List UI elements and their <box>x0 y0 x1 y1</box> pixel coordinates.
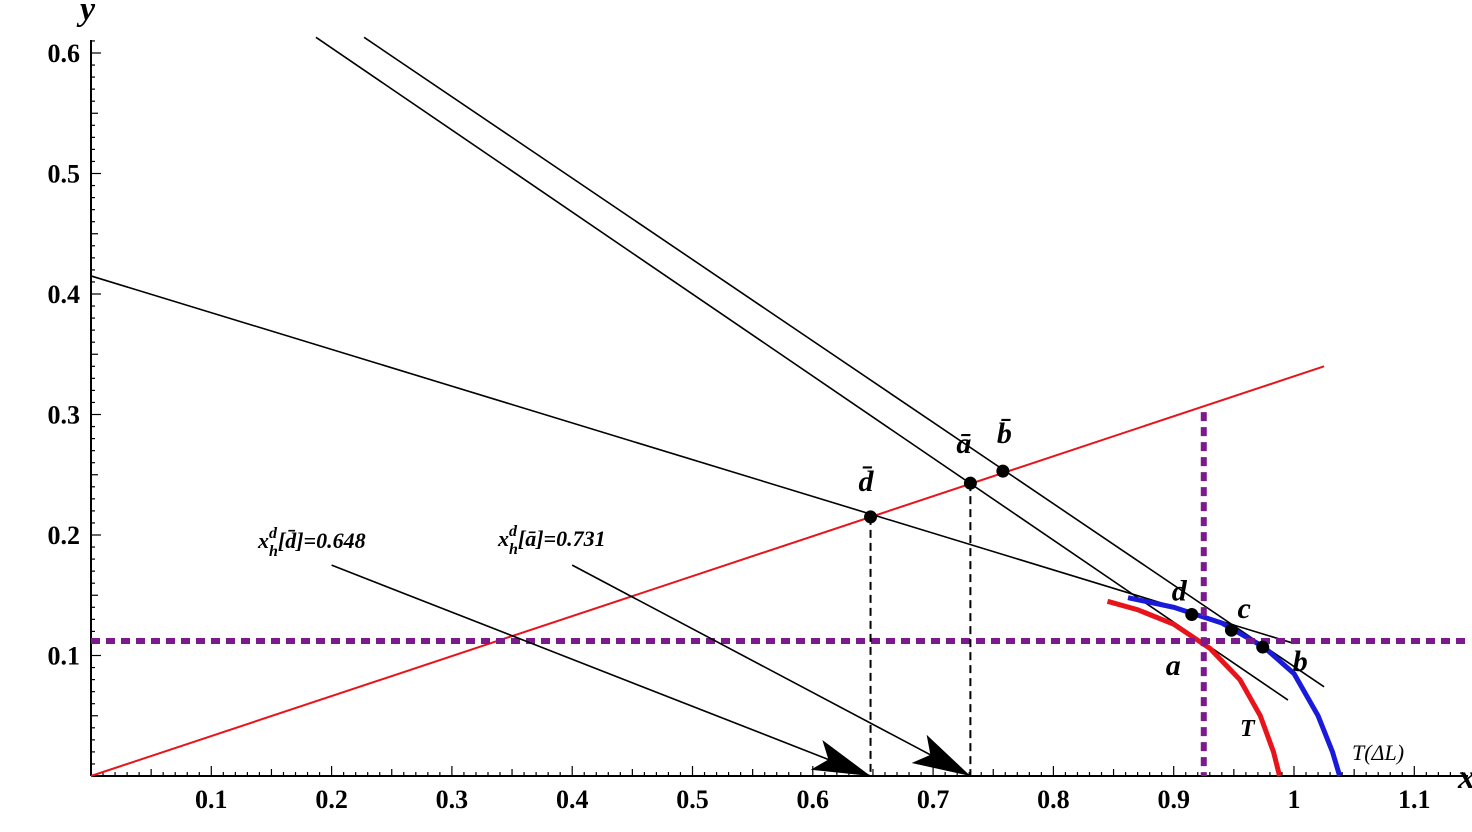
x-tick-label: 0.9 <box>1157 785 1190 814</box>
x-tick-label: 0.6 <box>797 785 830 814</box>
curve-T <box>1106 598 1283 777</box>
y-tick-label: 0.3 <box>48 401 81 430</box>
arrow-head <box>810 739 871 776</box>
curve-label-T-dL: T(ΔL) <box>1352 740 1404 765</box>
point-marker <box>864 510 878 524</box>
y-tick-label: 0.5 <box>48 160 81 189</box>
annotation-xh-dbar: xd h[d̄]=0.648 <box>257 525 366 560</box>
x-tick-label: 1.1 <box>1398 785 1431 814</box>
x-tick-label: 0.8 <box>1037 785 1070 814</box>
y-axis-title: y <box>76 0 96 28</box>
x-tick-label: 0.5 <box>676 785 709 814</box>
y-tick-label: 0.1 <box>48 642 81 671</box>
point-label: b̄ <box>997 417 1012 450</box>
point-label: ā <box>956 427 971 460</box>
x-tick-label: 0.4 <box>556 785 589 814</box>
budget-line <box>315 36 1289 701</box>
arrow-shaft <box>331 564 871 777</box>
point-label: d <box>1172 575 1188 608</box>
curve-T-dL <box>1127 595 1343 777</box>
y-tick-label: 0.2 <box>48 521 81 550</box>
plot-layer: 0.1 0.2 0.3 0.4 0.5 0.6 0.7 0.8 0.9 1 1.1 0.1 0.2 0.3… <box>48 0 1472 814</box>
y-tick-label: 0.4 <box>48 280 81 309</box>
point-label: b <box>1293 645 1308 678</box>
y-tick-label: 0.6 <box>48 39 81 68</box>
point-marker <box>996 464 1010 478</box>
x-tick-label: 0.1 <box>195 785 228 814</box>
curve-label-T: T <box>1240 716 1256 742</box>
x-tick-label: 0.3 <box>436 785 469 814</box>
budget-line <box>90 275 1295 645</box>
ray-line <box>90 365 1325 777</box>
point-marker <box>1256 640 1270 654</box>
point-label: d̄ <box>859 465 875 498</box>
point-label: c <box>1237 592 1250 625</box>
arrow-shaft <box>571 564 971 777</box>
annotation-xh-abar: xd h[ā]=0.731 <box>497 523 606 558</box>
x-axis-title: x <box>1457 759 1472 796</box>
arrow-head <box>911 734 971 776</box>
point-marker <box>963 476 977 490</box>
point-marker <box>1185 608 1199 622</box>
x-tick-label: 0.2 <box>315 785 348 814</box>
x-tick-label: 1 <box>1288 785 1301 814</box>
point-marker <box>1224 623 1238 637</box>
x-tick-label: 0.7 <box>917 785 950 814</box>
point-label: a <box>1166 649 1181 682</box>
budget-line <box>363 36 1325 688</box>
